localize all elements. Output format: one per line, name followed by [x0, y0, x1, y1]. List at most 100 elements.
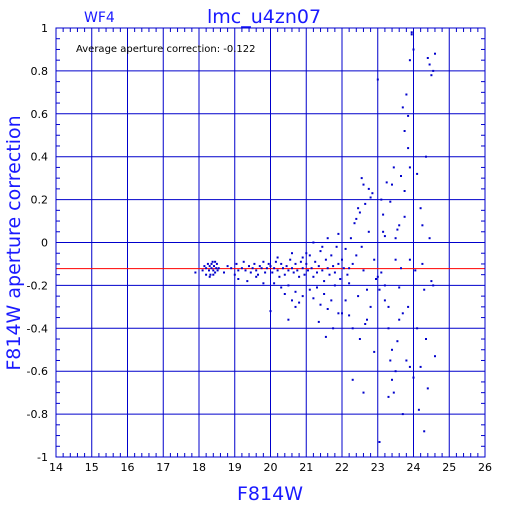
- data-point: [348, 282, 351, 285]
- data-point: [316, 271, 318, 274]
- data-point: [298, 301, 301, 304]
- data-point: [326, 267, 329, 270]
- data-point: [216, 269, 219, 272]
- y-tick-label: 0.2: [31, 194, 49, 207]
- data-point: [208, 269, 210, 272]
- data-point: [383, 299, 386, 302]
- data-point: [212, 273, 215, 276]
- data-point: [294, 262, 297, 265]
- data-point: [292, 271, 295, 274]
- data-point: [391, 348, 393, 351]
- data-point: [425, 338, 427, 340]
- data-point: [348, 267, 351, 270]
- data-point: [194, 271, 197, 274]
- data-point: [378, 441, 381, 443]
- data-point: [412, 376, 415, 379]
- data-point: [205, 273, 208, 276]
- data-point: [341, 312, 343, 315]
- data-point: [212, 269, 215, 272]
- data-point: [260, 267, 263, 270]
- data-point: [416, 172, 419, 175]
- data-point: [416, 327, 419, 330]
- data-point: [392, 391, 395, 394]
- data-point: [408, 365, 411, 368]
- data-point: [291, 252, 293, 255]
- data-point: [351, 378, 354, 381]
- data-point: [215, 262, 218, 265]
- data-point: [408, 59, 411, 62]
- data-points: [194, 31, 436, 443]
- data-point: [369, 196, 372, 199]
- data-point: [360, 177, 363, 180]
- y-tick-labels: -1 -0.8 -0.6 -0.4 -0.2 0 0.2 0.4 0.6 0.8 1: [27, 22, 48, 464]
- data-point: [362, 183, 365, 186]
- data-point: [387, 395, 390, 398]
- data-point: [421, 224, 424, 227]
- data-point: [301, 267, 304, 270]
- data-point: [380, 198, 383, 201]
- data-point: [321, 245, 324, 248]
- data-point: [355, 217, 358, 220]
- data-point: [407, 114, 410, 117]
- data-point: [249, 271, 252, 274]
- data-point: [255, 275, 258, 278]
- data-point: [319, 250, 322, 253]
- data-point: [240, 267, 243, 270]
- data-point: [208, 265, 211, 268]
- x-axis-label: F814W: [237, 483, 303, 505]
- data-point: [357, 207, 360, 210]
- data-point: [394, 370, 397, 373]
- x-tick-label: 16: [121, 461, 135, 474]
- data-point: [298, 275, 301, 278]
- data-point: [333, 284, 336, 287]
- data-point: [369, 305, 372, 308]
- data-point: [253, 262, 256, 265]
- data-point: [255, 269, 258, 272]
- data-point: [419, 365, 422, 368]
- data-point: [383, 284, 386, 287]
- x-tick-label: 26: [478, 461, 492, 474]
- data-point: [287, 318, 290, 321]
- y-tick-label: 1: [41, 22, 48, 35]
- x-tick-label: 15: [85, 461, 99, 474]
- data-point: [360, 245, 363, 248]
- data-point: [339, 278, 342, 280]
- data-point: [408, 258, 411, 261]
- data-point: [394, 237, 397, 240]
- data-point: [414, 269, 417, 272]
- data-point: [324, 335, 327, 338]
- data-point: [366, 288, 368, 291]
- data-point: [289, 258, 292, 261]
- data-point: [358, 338, 361, 340]
- data-point: [417, 408, 420, 411]
- data-point: [273, 267, 276, 270]
- data-point: [296, 269, 299, 272]
- data-point: [387, 327, 390, 330]
- data-point: [375, 278, 377, 280]
- data-point: [211, 260, 214, 263]
- data-point: [428, 63, 431, 66]
- data-point: [382, 230, 385, 233]
- data-point: [403, 190, 406, 192]
- data-point: [382, 213, 385, 216]
- data-point: [401, 106, 404, 109]
- data-point: [273, 282, 276, 285]
- data-point: [367, 187, 370, 190]
- data-point: [246, 280, 249, 283]
- data-point: [398, 318, 401, 321]
- data-point: [396, 228, 399, 231]
- data-point: [351, 262, 354, 265]
- data-point: [391, 378, 393, 381]
- data-point: [401, 312, 404, 315]
- data-point: [373, 350, 376, 353]
- data-point: [205, 267, 208, 270]
- data-point: [344, 247, 347, 250]
- data-point: [301, 256, 304, 259]
- data-point: [209, 273, 212, 276]
- data-point: [407, 305, 410, 308]
- data-point: [223, 271, 225, 274]
- x-tick-label: 25: [442, 461, 456, 474]
- data-point: [398, 224, 401, 227]
- data-point: [317, 265, 320, 268]
